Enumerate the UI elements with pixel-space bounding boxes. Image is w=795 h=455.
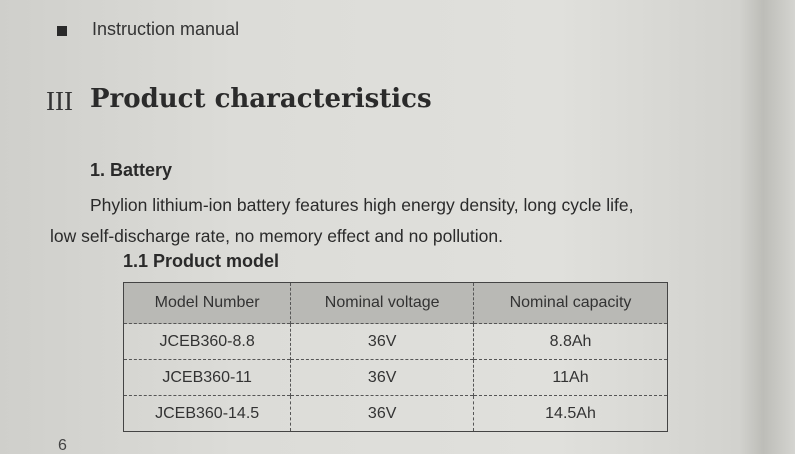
table-cell: 36V	[291, 396, 474, 432]
section-numeral: III	[46, 86, 73, 117]
page: Instruction manual III Product character…	[0, 0, 795, 454]
paragraph-line: Phylion lithium-ion battery features hig…	[90, 195, 633, 216]
subsection-title: 1. Battery	[90, 160, 172, 181]
table-cell: JCEB360-8.8	[124, 324, 291, 360]
table-cell: 36V	[291, 324, 474, 360]
table-cell: JCEB360-14.5	[124, 396, 291, 432]
column-header: Nominal voltage	[291, 283, 474, 324]
bullet-square	[57, 26, 67, 36]
section-title: Product characteristics	[90, 84, 432, 114]
column-header: Nominal capacity	[474, 283, 668, 324]
subsubsection-title: 1.1 Product model	[123, 251, 279, 272]
table-cell: 36V	[291, 360, 474, 396]
header-title: Instruction manual	[92, 19, 239, 40]
table-cell: 11Ah	[474, 360, 668, 396]
table-cell: 8.8Ah	[474, 324, 668, 360]
table-cell: JCEB360-11	[124, 360, 291, 396]
paragraph-line: low self-discharge rate, no memory effec…	[50, 226, 503, 247]
table-cell: 14.5Ah	[474, 396, 668, 432]
page-number: 6	[58, 437, 67, 455]
column-header: Model Number	[124, 283, 291, 324]
